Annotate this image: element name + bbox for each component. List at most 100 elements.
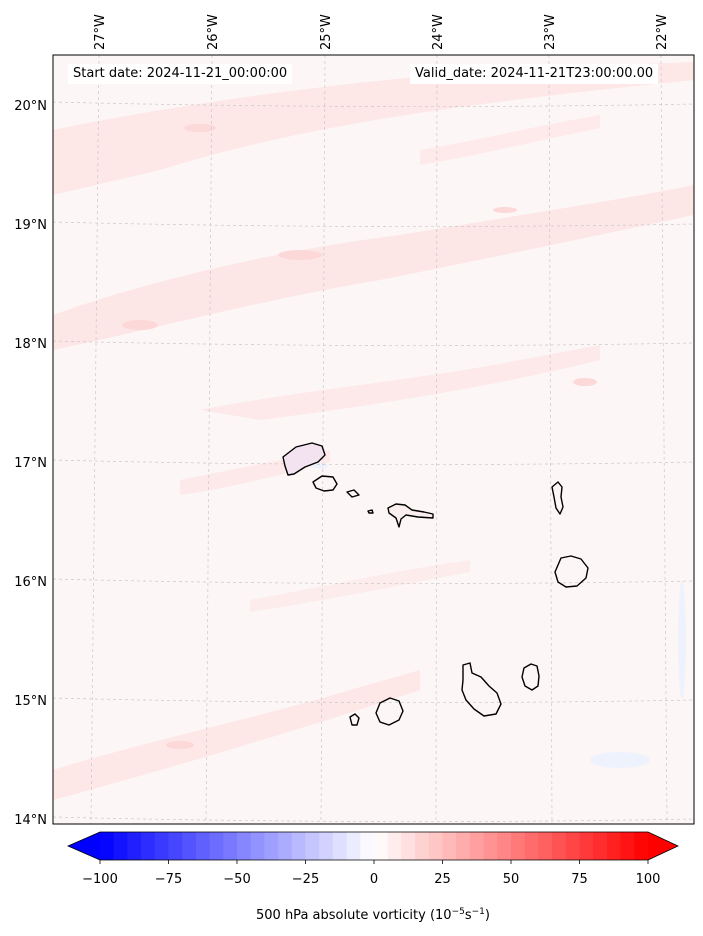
colorbar-segment [552, 832, 567, 860]
island-sao-vicente [312, 475, 338, 492]
colorbar-tick-label: −25 [292, 872, 319, 887]
gridline-lon-26w [205, 55, 213, 824]
gridline-lon-27w [90, 55, 100, 824]
colorbar-tick-label: 0 [370, 872, 378, 887]
latitude-labels: 20°N 19°N 18°N 17°N 16°N 15°N 14°N [14, 99, 47, 828]
colorbar-segment [374, 832, 389, 860]
island-sao-nicolau [387, 503, 434, 528]
gridline-lat-20n [53, 101, 694, 107]
gridline-lat-18n [53, 340, 694, 346]
vorticity-stronger-spots [122, 124, 597, 749]
colorbar-segment [360, 832, 375, 860]
colorbar-segments [100, 832, 649, 860]
gridline-lon-24w [435, 55, 438, 824]
colorbar-segment [497, 832, 512, 860]
colorbar-segment [278, 832, 293, 860]
start-date-label: Start date: 2024-11-21_00:00:00 [68, 64, 293, 84]
longitude-label-24w: 24°W [431, 14, 446, 50]
island-santo-antao [282, 442, 326, 476]
island-maio [521, 663, 540, 691]
gridline-lon-23w [548, 55, 553, 824]
latitude-label-14n: 14°N [14, 813, 47, 828]
colorbar-segment [579, 832, 594, 860]
colorbar-segment [346, 832, 361, 860]
longitude-label-22w: 22°W [655, 14, 670, 50]
gridline-lon-25w [320, 55, 326, 824]
colorbar-segment [100, 832, 115, 860]
colorbar-tick-label: −100 [82, 872, 118, 887]
colorbar-tick-label: −75 [155, 872, 182, 887]
longitude-label-25w: 25°W [319, 14, 334, 50]
colorbar-segment [319, 832, 334, 860]
colorbar-segment [387, 832, 402, 860]
colorbar: −100 −75 −50 −25 0 25 50 75 100 500 hPa absolute… [67, 831, 679, 923]
longitude-label-26w: 26°W [206, 14, 221, 50]
colorbar-segment [606, 832, 622, 860]
colorbar-segment [168, 832, 183, 860]
colorbar-segment [291, 832, 307, 860]
colorbar-segment [593, 832, 608, 860]
colorbar-segment [524, 832, 539, 860]
longitude-label-27w: 27°W [93, 14, 108, 50]
latitude-label-15n: 15°N [14, 694, 47, 709]
colorbar-segment [428, 832, 444, 860]
island-fogo [375, 697, 404, 726]
colorbar-segment [538, 832, 553, 860]
valid-date-label: Valid_date: 2024-11-21T23:00:00.00 [410, 64, 659, 84]
colorbar-segment [634, 832, 649, 860]
longitude-labels: 27°W 26°W 25°W 24°W 23°W 22°W [93, 14, 670, 50]
coastlines [282, 442, 589, 726]
colorbar-tick-label: 50 [503, 872, 520, 887]
colorbar-segment [209, 832, 224, 860]
colorbar-segment [332, 832, 348, 860]
island-boa-vista [554, 555, 589, 588]
colorbar-segment [305, 832, 320, 860]
colorbar-segment [250, 832, 265, 860]
longitude-label-23w: 23°W [543, 14, 558, 50]
latitude-label-20n: 20°N [14, 99, 47, 114]
latitude-label-17n: 17°N [14, 456, 47, 471]
colorbar-title: 500 hPa absolute vorticity (10−5s−1) [256, 907, 490, 923]
latitude-label-18n: 18°N [14, 337, 47, 352]
island-brava [349, 713, 360, 726]
colorbar-segment [415, 832, 430, 860]
gridline-lat-16n [53, 578, 694, 584]
graticule [53, 55, 694, 824]
colorbar-extend-low [68, 832, 100, 860]
colorbar-segment [401, 832, 416, 860]
colorbar-segment [182, 832, 197, 860]
colorbar-segment [127, 832, 142, 860]
island-sal [551, 481, 564, 515]
gridline-lat-14n [53, 816, 694, 822]
island-santiago [461, 662, 502, 717]
colorbar-segment [442, 832, 457, 860]
colorbar-segment [237, 832, 252, 860]
colorbar-segment [154, 832, 170, 860]
gridline-lat-15n [53, 697, 694, 703]
colorbar-segment [113, 832, 128, 860]
colorbar-segment [469, 832, 485, 860]
colorbar-tick-label: 25 [434, 872, 451, 887]
vorticity-negative-spots [312, 463, 686, 768]
colorbar-segment [620, 832, 635, 860]
colorbar-segment [456, 832, 471, 860]
colorbar-segment [141, 832, 156, 860]
colorbar-tick-label: 100 [636, 872, 661, 887]
map-plot-area[interactable] [53, 55, 694, 824]
gridline-lat-17n [53, 459, 694, 465]
colorbar-segment [223, 832, 238, 860]
colorbar-segment [565, 832, 581, 860]
island-razo [367, 509, 374, 514]
colorbar-segment [195, 832, 211, 860]
colorbar-segment [511, 832, 526, 860]
colorbar-ticks: −100 −75 −50 −25 0 25 50 75 100 [82, 860, 660, 887]
colorbar-segment [264, 832, 279, 860]
latitude-label-19n: 19°N [14, 218, 47, 233]
island-santa-luzia [346, 489, 360, 498]
colorbar-extend-high [648, 832, 678, 860]
colorbar-segment [483, 832, 498, 860]
latitude-label-16n: 16°N [14, 575, 47, 590]
gridline-lon-22w [660, 55, 668, 824]
map-frame [52, 54, 695, 825]
colorbar-tick-label: 75 [571, 872, 588, 887]
